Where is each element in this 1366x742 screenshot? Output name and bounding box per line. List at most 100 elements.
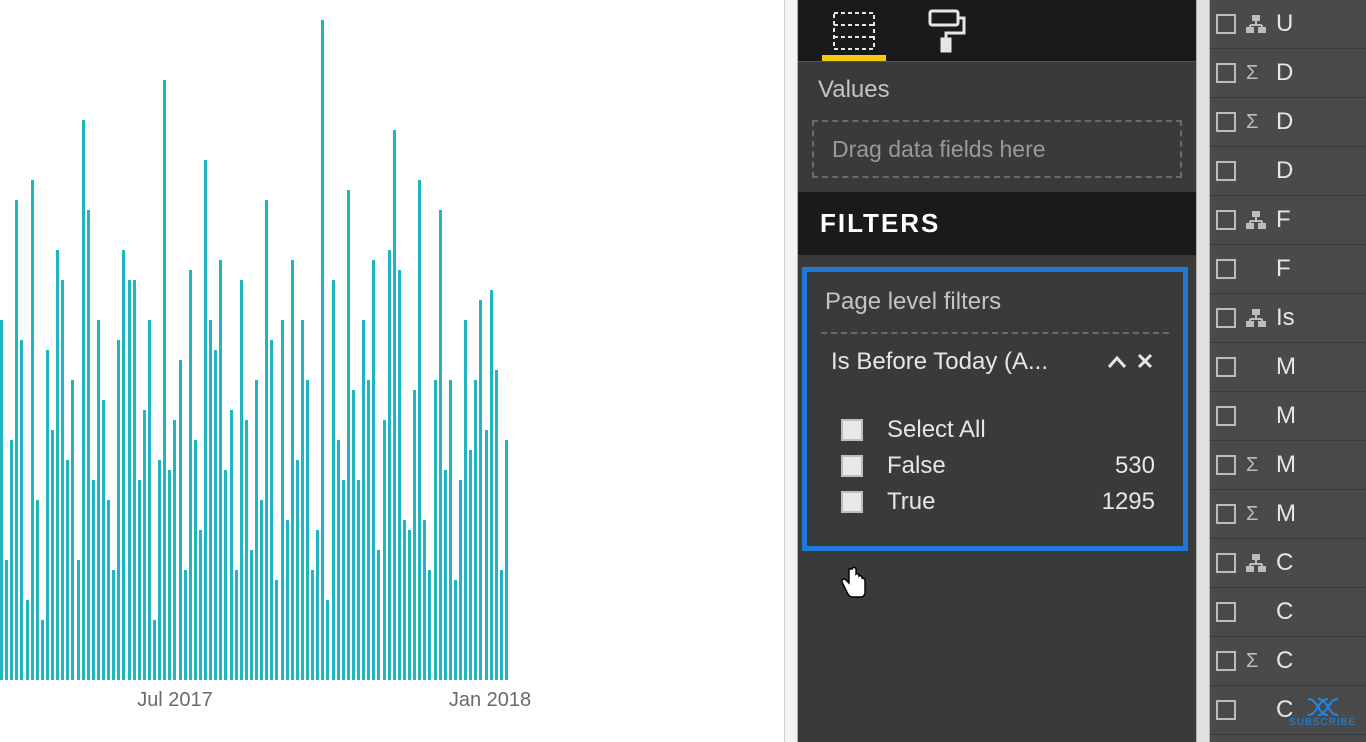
- svg-text:Σ: Σ: [1246, 112, 1258, 132]
- blank-icon: [1244, 159, 1268, 183]
- field-item[interactable]: ΣC: [1210, 637, 1366, 686]
- chart-bar: [434, 380, 437, 680]
- chart-bar: [291, 260, 294, 680]
- checkbox[interactable]: [1216, 112, 1236, 132]
- chart-bar: [153, 620, 156, 680]
- field-item[interactable]: Is: [1210, 294, 1366, 343]
- chart-bar: [163, 80, 166, 680]
- filter-option[interactable]: True1295: [841, 484, 1155, 520]
- chart-bar: [281, 320, 284, 680]
- checkbox[interactable]: [1216, 651, 1236, 671]
- checkbox[interactable]: [1216, 602, 1236, 622]
- chart-bar: [296, 460, 299, 680]
- sigma-icon: Σ: [1244, 649, 1268, 673]
- checkbox[interactable]: [1216, 308, 1236, 328]
- chart-bar: [418, 180, 421, 680]
- chart-bar: [41, 620, 44, 680]
- chart-bar: [403, 520, 406, 680]
- checkbox[interactable]: [1216, 700, 1236, 720]
- checkbox[interactable]: [1216, 161, 1236, 181]
- chart-bar: [301, 320, 304, 680]
- values-drop-well[interactable]: Drag data fields here: [812, 120, 1182, 178]
- chart-bar: [148, 320, 151, 680]
- field-item[interactable]: ΣD: [1210, 49, 1366, 98]
- clear-filter-icon[interactable]: [1131, 348, 1159, 376]
- checkbox[interactable]: [1216, 455, 1236, 475]
- drop-well-placeholder: Drag data fields here: [832, 136, 1046, 163]
- filter-card-header[interactable]: Is Before Today (A...: [821, 342, 1169, 382]
- paint-roller-icon: [926, 9, 966, 53]
- checkbox[interactable]: [1216, 63, 1236, 83]
- checkbox[interactable]: [841, 419, 863, 441]
- filter-card-is-before-today[interactable]: Is Before Today (A... Select AllFalse530…: [821, 332, 1169, 526]
- filter-option[interactable]: Select All: [841, 412, 1155, 448]
- field-item[interactable]: M: [1210, 343, 1366, 392]
- field-item[interactable]: U: [1210, 0, 1366, 49]
- chart-bar: [61, 280, 64, 680]
- field-label: M: [1276, 451, 1296, 479]
- checkbox[interactable]: [841, 455, 863, 477]
- field-item[interactable]: ΣM: [1210, 441, 1366, 490]
- blank-icon: [1244, 257, 1268, 281]
- svg-text:Σ: Σ: [1246, 504, 1258, 524]
- chart-bar: [224, 470, 227, 680]
- chart-bar: [204, 160, 207, 680]
- chart-bar: [107, 500, 110, 680]
- field-label: Is: [1276, 304, 1295, 332]
- panel-divider-right: [1196, 0, 1210, 742]
- field-item[interactable]: F: [1210, 196, 1366, 245]
- blank-icon: [1244, 698, 1268, 722]
- field-item[interactable]: ΣM: [1210, 490, 1366, 539]
- checkbox[interactable]: [1216, 210, 1236, 230]
- chart-bar: [143, 410, 146, 680]
- chart-bar: [219, 260, 222, 680]
- chart-bar: [255, 380, 258, 680]
- chart-bar: [0, 320, 3, 680]
- field-item[interactable]: M: [1210, 392, 1366, 441]
- checkbox[interactable]: [841, 491, 863, 513]
- format-tab[interactable]: [918, 3, 974, 59]
- chart-bar: [128, 280, 131, 680]
- chart-bar: [388, 250, 391, 680]
- report-canvas[interactable]: Jul 2017Jan 2018: [0, 0, 784, 742]
- field-item[interactable]: F: [1210, 245, 1366, 294]
- field-label: M: [1276, 402, 1296, 430]
- filter-option[interactable]: False530: [841, 448, 1155, 484]
- checkbox[interactable]: [1216, 259, 1236, 279]
- chart-bar: [194, 440, 197, 680]
- chart-bar: [495, 370, 498, 680]
- field-label: M: [1276, 500, 1296, 528]
- chart-bar: [46, 350, 49, 680]
- chart-bar: [469, 450, 472, 680]
- chart-bar: [321, 20, 324, 680]
- field-item[interactable]: D: [1210, 147, 1366, 196]
- chart-bar: [265, 200, 268, 680]
- field-item[interactable]: C: [1210, 539, 1366, 588]
- chart-bar: [56, 250, 59, 680]
- column-chart[interactable]: Jul 2017Jan 2018: [0, 0, 520, 742]
- checkbox[interactable]: [1216, 357, 1236, 377]
- checkbox[interactable]: [1216, 553, 1236, 573]
- collapse-icon[interactable]: [1103, 348, 1131, 376]
- filter-option-label: True: [887, 488, 1102, 516]
- chart-bar: [20, 340, 23, 680]
- chart-bar: [377, 550, 380, 680]
- chart-bar: [260, 500, 263, 680]
- field-item[interactable]: C: [1210, 588, 1366, 637]
- chart-bar: [408, 530, 411, 680]
- hierarchy-icon: [1244, 306, 1268, 330]
- chart-bar: [158, 460, 161, 680]
- chart-bar: [77, 560, 80, 680]
- fields-tab[interactable]: [826, 3, 882, 59]
- checkbox[interactable]: [1216, 504, 1236, 524]
- chart-bar: [332, 280, 335, 680]
- chart-bar: [31, 180, 34, 680]
- checkbox[interactable]: [1216, 406, 1236, 426]
- hierarchy-icon: [1244, 551, 1268, 575]
- field-item[interactable]: ΣD: [1210, 98, 1366, 147]
- checkbox[interactable]: [1216, 14, 1236, 34]
- svg-text:Σ: Σ: [1246, 455, 1258, 475]
- chart-bar: [209, 320, 212, 680]
- chart-bar: [479, 300, 482, 680]
- chart-bar: [250, 550, 253, 680]
